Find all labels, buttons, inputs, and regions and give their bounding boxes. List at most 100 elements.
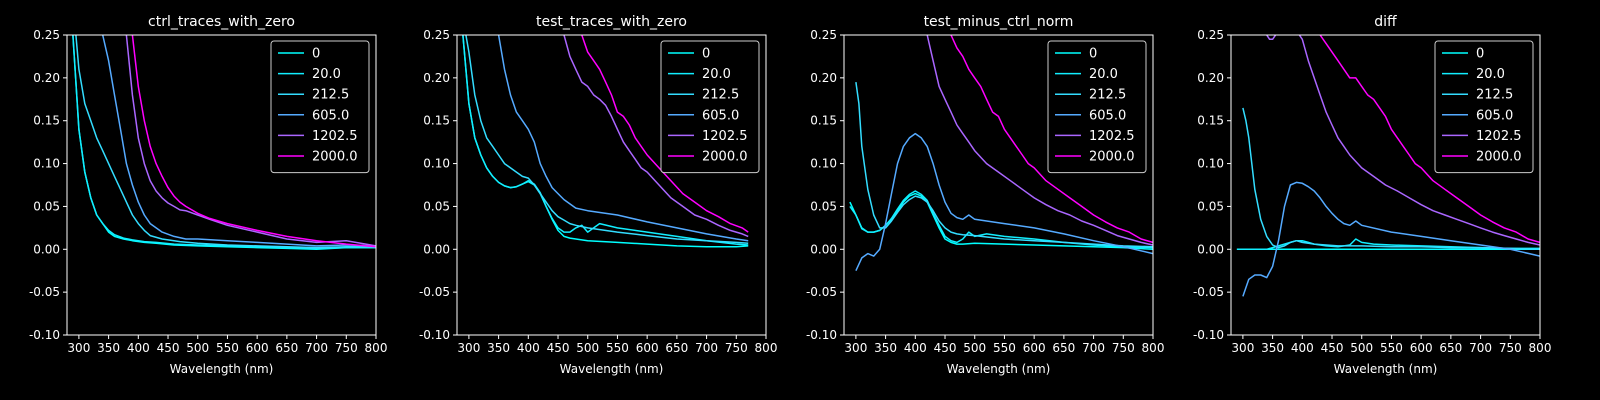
series-line-1202.5 xyxy=(125,35,376,247)
legend: 0 20.0 212.5 605.0 1202.5 2000.0 xyxy=(1047,40,1147,174)
chart-title: test_traces_with_zero xyxy=(536,14,687,30)
legend-entry-label: 212.5 xyxy=(312,88,349,103)
x-tick-label: 400 xyxy=(904,341,927,355)
legend-entry-label: 0 xyxy=(312,47,320,62)
axes-frame xyxy=(66,34,377,336)
x-axis-label: Wavelength (nm) xyxy=(1334,362,1438,376)
y-tick-label: -0.10 xyxy=(1193,328,1224,342)
legend: 0 20.0 212.5 605.0 1202.5 2000.0 xyxy=(270,40,370,174)
chart-panel-2: 300 350 400 450 500 550 600 650 700 750 800 -0.10 -0… xyxy=(419,14,778,376)
chart-title: test_minus_ctrl_norm xyxy=(924,14,1074,30)
series-line-2000.0 xyxy=(581,35,749,233)
legend-entry-label: 1202.5 xyxy=(312,129,358,144)
x-tick-label: 800 xyxy=(755,341,778,355)
y-tick-label: 0.20 xyxy=(423,71,450,85)
x-tick-label: 350 xyxy=(1261,341,1284,355)
x-tick-label: 750 xyxy=(1112,341,1135,355)
x-tick-label: 400 xyxy=(127,341,150,355)
series-group xyxy=(1236,35,1540,297)
legend: 0 20.0 212.5 605.0 1202.5 2000.0 xyxy=(660,40,760,174)
y-tick-label: 0.05 xyxy=(423,199,450,213)
legend-entry-label: 212.5 xyxy=(702,88,739,103)
y-tick-label: 0.25 xyxy=(1197,28,1224,42)
y-tick-label: 0.20 xyxy=(1197,71,1224,85)
axes-frame xyxy=(1230,34,1541,336)
x-tick-label: 800 xyxy=(1142,341,1165,355)
y-tick-label: 0.00 xyxy=(1197,242,1224,256)
legend-entry-label: 605.0 xyxy=(1476,108,1513,123)
x-tick-label: 800 xyxy=(365,341,388,355)
y-tick-label: 0.05 xyxy=(33,199,60,213)
series-line-0 xyxy=(849,192,1153,251)
x-tick-label: 500 xyxy=(1350,341,1373,355)
legend-entry-label: 605.0 xyxy=(312,108,349,123)
x-tick-label: 300 xyxy=(457,341,480,355)
series-line-605.0 xyxy=(1242,181,1540,297)
y-tick-label: 0.20 xyxy=(810,71,837,85)
y-tick-label: 0.10 xyxy=(423,157,450,171)
legend-entry-label: 1202.5 xyxy=(1476,129,1522,144)
series-group xyxy=(462,35,749,248)
legend-entry-label: 20.0 xyxy=(312,67,341,82)
legend-entry-label: 2000.0 xyxy=(312,150,358,165)
x-tick-label: 500 xyxy=(576,341,599,355)
chart-title: ctrl_traces_with_zero xyxy=(148,14,295,30)
legend-entry-label: 212.5 xyxy=(1476,88,1513,103)
y-tick-label: 0.05 xyxy=(1197,199,1224,213)
y-tick-label: 0.10 xyxy=(810,157,837,171)
chart-panel-3: 300 350 400 450 500 550 600 650 700 750 800 -0.10 -0… xyxy=(806,14,1165,376)
legend-entry-label: 0 xyxy=(1089,47,1097,62)
legend-entry-label: 20.0 xyxy=(702,67,731,82)
y-tick-label: 0.20 xyxy=(33,71,60,85)
x-axis-label: Wavelength (nm) xyxy=(560,362,664,376)
series-line-605.0 xyxy=(101,35,376,247)
y-tick-label: 0.05 xyxy=(810,199,837,213)
series-line-1202.5 xyxy=(563,35,749,238)
legend-entry-label: 1202.5 xyxy=(702,129,748,144)
x-tick-label: 700 xyxy=(1082,341,1105,355)
legend-entry-label: 605.0 xyxy=(1089,108,1126,123)
x-tick-label: 300 xyxy=(67,341,90,355)
x-tick-label: 650 xyxy=(1439,341,1462,355)
x-tick-label: 700 xyxy=(695,341,718,355)
x-tick-label: 350 xyxy=(874,341,897,355)
x-tick-label: 450 xyxy=(547,341,570,355)
y-tick-label: -0.05 xyxy=(806,285,837,299)
legend-entry-label: 0 xyxy=(702,47,710,62)
series-group xyxy=(72,35,376,251)
x-tick-label: 300 xyxy=(1231,341,1254,355)
x-tick-label: 400 xyxy=(1291,341,1314,355)
series-line-1202.5 xyxy=(926,35,1153,246)
x-tick-label: 550 xyxy=(216,341,239,355)
x-tick-label: 400 xyxy=(517,341,540,355)
axes-frame xyxy=(456,34,767,336)
y-tick-label: -0.05 xyxy=(1193,285,1224,299)
x-tick-label: 350 xyxy=(97,341,120,355)
legend-entry-label: 605.0 xyxy=(702,108,739,123)
chart-panel-1: 300 350 400 450 500 550 600 650 700 750 800 -0.10 -0… xyxy=(29,14,388,376)
legend-entry-label: 2000.0 xyxy=(1476,150,1522,165)
legend-entry-label: 2000.0 xyxy=(702,150,748,165)
x-axis-label: Wavelength (nm) xyxy=(947,362,1051,376)
x-tick-label: 750 xyxy=(1499,341,1522,355)
x-tick-label: 550 xyxy=(993,341,1016,355)
x-tick-label: 550 xyxy=(606,341,629,355)
series-line-2000.0 xyxy=(1319,35,1540,244)
x-tick-label: 450 xyxy=(1321,341,1344,355)
series-line-212.5 xyxy=(75,35,376,249)
series-line-605.0 xyxy=(855,132,1153,272)
x-tick-label: 750 xyxy=(335,341,358,355)
series-line-20.0 xyxy=(849,190,1153,249)
x-tick-label: 450 xyxy=(934,341,957,355)
series-line-212.5 xyxy=(1242,107,1540,251)
legend-entry-label: 20.0 xyxy=(1476,67,1505,82)
x-tick-label: 700 xyxy=(1469,341,1492,355)
y-tick-label: 0.15 xyxy=(33,114,60,128)
y-tick-label: 0.25 xyxy=(810,28,837,42)
x-tick-label: 600 xyxy=(1023,341,1046,355)
chart-panel-4: 300 350 400 450 500 550 600 650 700 750 800 -0.10 -0… xyxy=(1193,14,1552,376)
series-line-1202.5 xyxy=(1266,35,1540,246)
x-tick-label: 300 xyxy=(844,341,867,355)
x-tick-label: 650 xyxy=(665,341,688,355)
